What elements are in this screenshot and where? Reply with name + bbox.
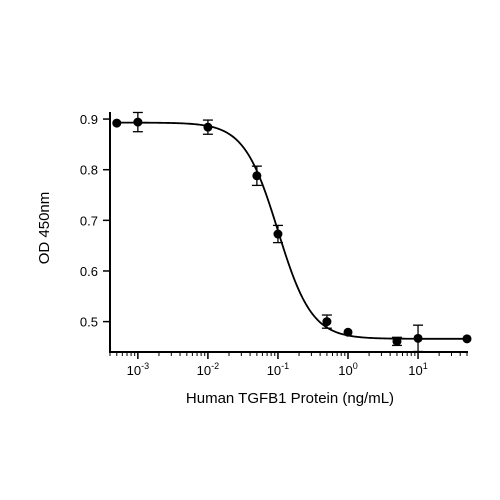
data-point <box>462 334 472 344</box>
x-tick-label: 10-3 <box>127 361 149 378</box>
data-point <box>203 122 213 132</box>
data-point <box>392 336 402 346</box>
x-tick-label: 101 <box>408 361 427 378</box>
data-point <box>252 171 262 181</box>
x-axis-ticks: 10-3 10-2 10-1 100 101 <box>109 352 468 378</box>
x-tick-label: 10-1 <box>267 361 289 378</box>
x-tick-label: 100 <box>338 361 357 378</box>
data-point <box>133 117 143 127</box>
data-points <box>112 111 472 353</box>
y-tick-label: 0.9 <box>80 112 98 127</box>
y-tick-label: 0.6 <box>80 264 98 279</box>
data-point <box>322 317 332 327</box>
y-axis-ticks: 0.5 0.6 0.7 0.8 0.9 <box>80 112 110 330</box>
x-axis-title: Human TGFB1 Protein (ng/mL) <box>186 390 394 407</box>
y-tick-label: 0.8 <box>80 163 98 178</box>
y-tick-label: 0.7 <box>80 213 98 228</box>
y-tick-label: 0.5 <box>80 315 98 330</box>
data-point <box>413 333 423 343</box>
axes <box>109 112 468 353</box>
data-point <box>343 327 353 337</box>
data-point <box>273 229 283 239</box>
x-tick-label: 10-2 <box>197 361 219 378</box>
data-point <box>112 118 122 128</box>
y-axis-title: OD 450nm <box>36 192 53 265</box>
fit-curve <box>116 121 467 340</box>
